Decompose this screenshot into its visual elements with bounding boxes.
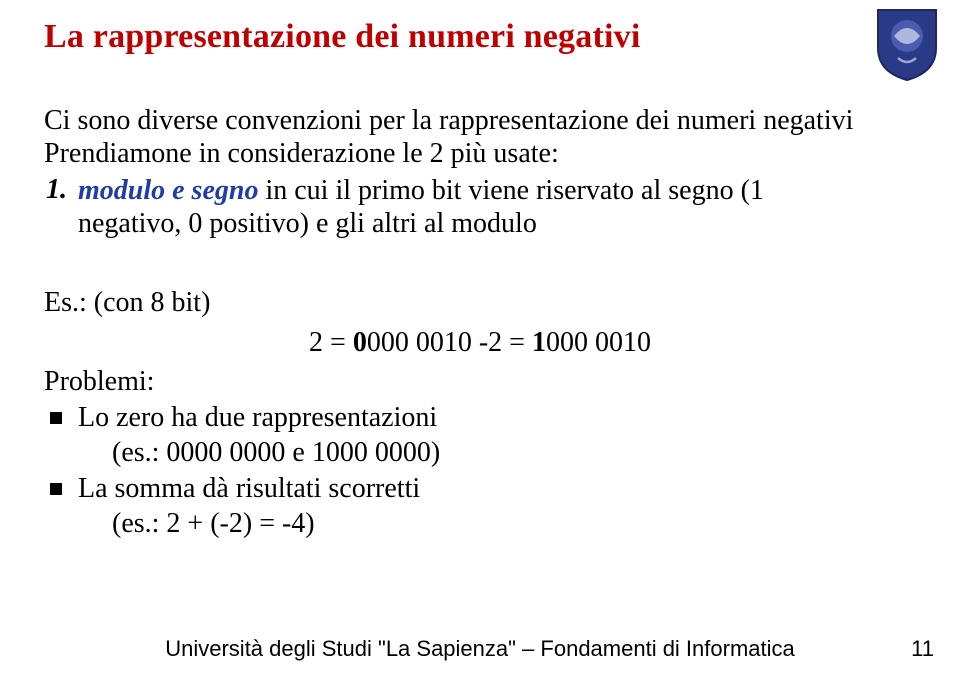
formula-b-pre: -2 =: [479, 327, 532, 358]
intro-line-1: Ci sono diverse convenzioni per la rappr…: [44, 104, 916, 137]
formula-a-pre: 2 =: [309, 327, 353, 358]
university-logo: [874, 6, 940, 82]
formula-gap: [472, 327, 479, 358]
list-line-2: negativo, 0 positivo) e gli altri al mod…: [78, 207, 916, 240]
formula-b-leading-bit: 1: [532, 327, 546, 358]
page-number: 11: [911, 636, 934, 662]
page-title: La rappresentazione dei numeri negativi: [44, 18, 916, 56]
example-label: Es.: (con 8 bit): [44, 286, 916, 319]
bullet-marker-icon: [44, 402, 78, 434]
problemi-label: Problemi:: [44, 365, 916, 398]
bullet-marker-icon: [44, 473, 78, 505]
binary-formula: 2 = 0000 0010 -2 = 1000 0010: [44, 327, 916, 359]
list-item-1: 1. modulo e segno in cui il primo bit vi…: [44, 174, 916, 240]
bullet-sub: (es.: 2 + (-2) = -4): [44, 507, 916, 540]
example-block: Es.: (con 8 bit) 2 = 0000 0010 -2 = 1000…: [44, 286, 916, 540]
list-rest-1: in cui il primo bit viene riservato al s…: [258, 175, 763, 206]
formula-a-leading-bit: 0: [353, 327, 367, 358]
slide-page: La rappresentazione dei numeri negativi …: [0, 0, 960, 676]
term-modulo-e-segno: modulo e segno: [78, 175, 258, 206]
list-number: 1.: [44, 174, 78, 206]
bullet-text: La somma dà risultati scorretti: [78, 473, 916, 505]
bullet-list: Lo zero ha due rappresentazioni (es.: 00…: [44, 402, 916, 540]
bullet-sub: (es.: 0000 0000 e 1000 0000): [44, 436, 916, 469]
slide-footer: Università degli Studi "La Sapienza" – F…: [0, 636, 960, 662]
list-body: modulo e segno in cui il primo bit viene…: [78, 174, 916, 240]
intro-line-2: Prendiamone in considerazione le 2 più u…: [44, 137, 916, 170]
bullet-text: Lo zero ha due rappresentazioni: [78, 402, 916, 434]
formula-a-rest: 000 0010: [367, 327, 472, 358]
intro-block: Ci sono diverse convenzioni per la rappr…: [44, 104, 916, 240]
formula-b-rest: 000 0010: [546, 327, 651, 358]
bullet-item: La somma dà risultati scorretti: [44, 473, 916, 505]
list-line-1: modulo e segno in cui il primo bit viene…: [78, 174, 916, 207]
bullet-item: Lo zero ha due rappresentazioni: [44, 402, 916, 434]
footer-text: Università degli Studi "La Sapienza" – F…: [0, 636, 960, 662]
